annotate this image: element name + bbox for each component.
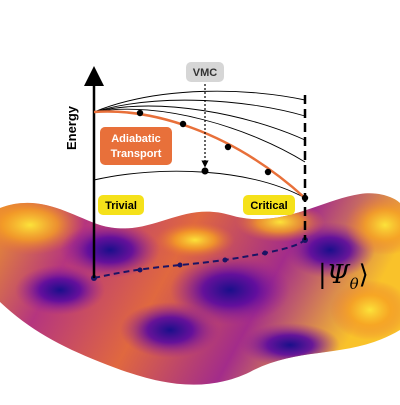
landscape-valley (15, 265, 105, 315)
energy-landscape (0, 193, 400, 385)
curve-point (179, 120, 187, 128)
landscape-valley (170, 255, 290, 325)
energy-level (93, 90, 306, 113)
ground-state-curve (93, 110, 306, 199)
critical-box (243, 195, 295, 215)
landscape-valley (120, 302, 220, 358)
path-point (177, 262, 183, 268)
transport-label: Adiabatic (111, 133, 161, 145)
transport-label: Transport (111, 148, 162, 160)
vmc-box (186, 62, 224, 82)
trivial-box (98, 195, 144, 215)
state-bracket: ⟩ (359, 260, 369, 290)
axis-label: Energy (64, 105, 79, 150)
landscape-peak (345, 195, 400, 255)
state-bracket: | (318, 260, 327, 290)
curve-point (136, 109, 144, 117)
state-label: |Ψθ⟩ (318, 260, 369, 293)
path-point (137, 267, 143, 273)
curve-points (136, 109, 309, 202)
energy-level (93, 99, 306, 117)
landscape-valley (60, 222, 160, 278)
landscape-peak (0, 195, 85, 255)
landscape-peak (330, 280, 400, 340)
energy-level (93, 105, 306, 141)
landscape-peak (155, 222, 235, 258)
curve-point (301, 194, 309, 202)
transport-box (100, 127, 172, 165)
parameter-path (93, 239, 306, 279)
curve-point (201, 167, 209, 175)
energy-level (93, 108, 306, 163)
path-point (262, 250, 268, 256)
energy-levels (93, 90, 306, 199)
landscape-valley (240, 323, 340, 367)
path-point (222, 257, 228, 263)
curve-point (224, 143, 232, 151)
trivial-label: Trivial (105, 200, 137, 212)
energy-level (93, 170, 306, 199)
vmc-label: VMC (193, 67, 218, 79)
critical-label: Critical (250, 200, 287, 212)
state-symbol: Ψ (327, 260, 351, 290)
curve-point (264, 168, 272, 176)
state-subscript: θ (350, 275, 359, 293)
